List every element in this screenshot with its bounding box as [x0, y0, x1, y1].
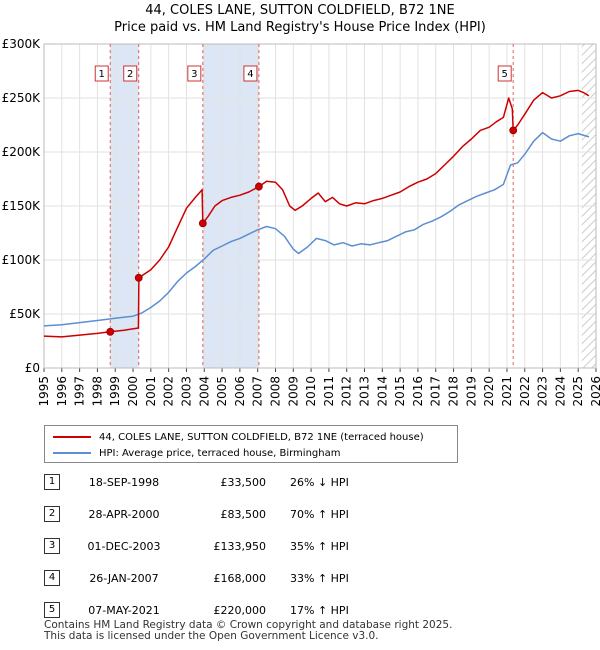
sale-point	[509, 126, 518, 135]
x-tick-label: 2015	[393, 376, 407, 407]
x-tick-label: 2023	[536, 376, 550, 407]
x-tick-label: 1996	[55, 376, 69, 407]
sale-marker-box	[94, 65, 109, 82]
x-tick-label: 1995	[37, 376, 51, 407]
sale-number-badge: 1	[44, 474, 60, 490]
sale-row: 5 07-MAY-2021 £220,000 17% ↑ HPI	[44, 602, 464, 622]
y-tick-label: £300K	[2, 37, 42, 51]
sale-price: £220,000	[213, 604, 267, 617]
legend-label-hpi: HPI: Average price, terraced house, Birm…	[99, 447, 341, 459]
sale-hpi-change: 35% ↑ HPI	[290, 540, 349, 553]
x-tick-label: 2010	[304, 376, 318, 407]
legend-item-hpi: HPI: Average price, terraced house, Birm…	[53, 446, 340, 460]
property-price-line	[43, 89, 590, 338]
x-tick-label: 1997	[73, 376, 87, 407]
x-tick-label: 2017	[429, 376, 443, 407]
sale-date: 28-APR-2000	[88, 508, 160, 521]
x-tick-label: 2001	[144, 376, 158, 407]
footer: Contains HM Land Registry data © Crown c…	[44, 620, 452, 642]
y-tick-label: £250K	[2, 91, 42, 105]
x-tick-label: 2004	[197, 376, 211, 407]
sale-number-badge: 4	[44, 570, 60, 586]
legend-item-property: 44, COLES LANE, SUTTON COLDFIELD, B72 1N…	[53, 430, 424, 444]
legend-swatch-property	[53, 436, 91, 438]
sale-hpi-change: 33% ↑ HPI	[290, 572, 349, 585]
sale-row: 3 01-DEC-2003 £133,950 35% ↑ HPI	[44, 538, 464, 558]
sale-marker-box	[187, 65, 202, 82]
sale-point	[198, 219, 207, 228]
sale-point	[106, 327, 115, 336]
sale-date: 01-DEC-2003	[87, 540, 161, 553]
legend-label-property: 44, COLES LANE, SUTTON COLDFIELD, B72 1N…	[99, 431, 424, 443]
x-tick-label: 2000	[126, 376, 140, 407]
x-tick-label: 2002	[162, 376, 176, 407]
sale-price: £168,000	[213, 572, 267, 585]
x-tick-label: 2012	[340, 376, 354, 407]
x-tick-label: 2013	[358, 376, 372, 407]
x-tick-label: 2009	[286, 376, 300, 407]
sale-price: £33,500	[220, 476, 267, 489]
chart-title: 44, COLES LANE, SUTTON COLDFIELD, B72 1N…	[145, 3, 455, 18]
x-tick-label: 2006	[233, 376, 247, 407]
hpi-line	[43, 131, 590, 327]
sale-marker-label: 4	[247, 69, 253, 80]
x-tick-label: 2008	[268, 376, 282, 407]
sale-number-badge: 3	[44, 538, 60, 554]
y-tick-label: £50K	[9, 307, 41, 321]
chart-legend: 44, COLES LANE, SUTTON COLDFIELD, B72 1N…	[44, 425, 458, 463]
footer-copyright: Contains HM Land Registry data © Crown c…	[44, 619, 453, 631]
x-tick-label: 2020	[482, 376, 496, 407]
sale-marker-label: 2	[127, 69, 133, 80]
sale-date: 26-JAN-2007	[89, 572, 159, 585]
sale-price: £83,500	[220, 508, 267, 521]
y-tick-label: £0	[25, 361, 40, 375]
x-tick-label: 2007	[251, 376, 265, 407]
sale-number-badge: 2	[44, 506, 60, 522]
sale-marker-label: 3	[191, 69, 197, 80]
price-chart: £0 £50K £100K £150K £200K £250K £300K 1995 1996 1…	[2, 37, 600, 407]
y-tick-label: £200K	[2, 145, 42, 159]
sale-marker-box	[497, 65, 512, 82]
sale-row: 4 26-JAN-2007 £168,000 33% ↑ HPI	[44, 570, 464, 590]
x-tick-label: 2021	[500, 376, 514, 407]
plot-frame	[43, 43, 597, 369]
x-tick-label: 2024	[553, 376, 567, 407]
x-tick-label: 2016	[411, 376, 425, 407]
sale-point	[134, 273, 143, 282]
x-tick-label: 2011	[322, 376, 336, 407]
sale-marker-label: 1	[99, 69, 105, 80]
legend-swatch-hpi	[53, 452, 91, 454]
sale-point	[255, 182, 263, 191]
sale-row: 1 18-SEP-1998 £33,500 26% ↓ HPI	[44, 474, 464, 494]
x-tick-label: 2003	[179, 376, 193, 407]
sale-price: £133,950	[213, 540, 267, 553]
sale-hpi-change: 17% ↑ HPI	[290, 604, 349, 617]
sale-marker-label: 5	[502, 69, 508, 80]
sale-row: 2 28-APR-2000 £83,500 70% ↑ HPI	[44, 506, 464, 526]
x-tick-label: 1998	[90, 376, 104, 407]
sale-hpi-change: 70% ↑ HPI	[290, 508, 349, 521]
footer-licence: This data is licensed under the Open Gov…	[44, 630, 379, 642]
sale-date: 18-SEP-1998	[88, 476, 160, 489]
x-tick-label: 2005	[215, 376, 229, 407]
x-tick-label: 2025	[571, 376, 585, 407]
x-tick-label: 2014	[375, 376, 389, 407]
y-tick-label: £100K	[2, 253, 42, 267]
x-tick-label: 2019	[464, 376, 478, 407]
x-tick-label: 1999	[108, 376, 122, 407]
x-tick-label: 2018	[447, 376, 461, 407]
y-tick-label: £150K	[2, 199, 42, 213]
chart-subtitle: Price paid vs. HM Land Registry's House …	[114, 20, 486, 35]
sale-marker-box	[123, 65, 138, 82]
x-tick-label: 2026	[589, 376, 600, 407]
sale-hpi-change: 26% ↓ HPI	[290, 476, 349, 489]
sale-date: 07-MAY-2021	[88, 604, 160, 617]
sale-marker-box	[243, 65, 258, 82]
x-tick-label: 2022	[518, 376, 532, 407]
sale-number-badge: 5	[44, 602, 60, 618]
